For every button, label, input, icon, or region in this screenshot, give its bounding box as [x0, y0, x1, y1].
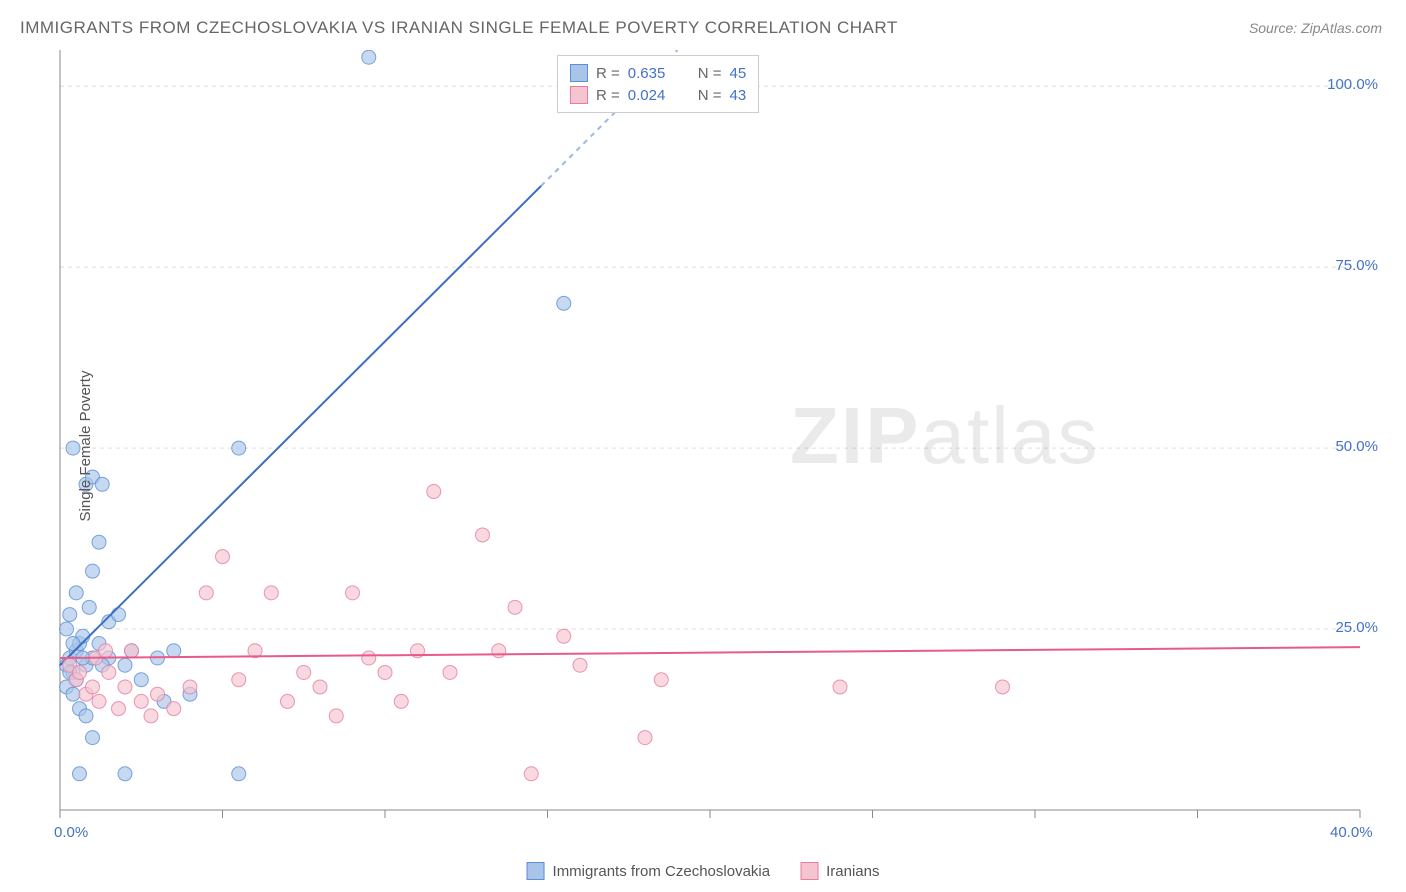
stats-legend-row: R = 0.635 N = 45	[570, 62, 746, 84]
y-axis-label: Single Female Poverty	[77, 371, 94, 522]
series-legend-label: Iranians	[826, 863, 879, 880]
y-tick-label: 50.0%	[1335, 438, 1378, 455]
r-value: 0.635	[628, 65, 678, 82]
legend-swatch	[570, 64, 588, 82]
legend-swatch	[570, 86, 588, 104]
chart-source: Source: ZipAtlas.com	[1249, 20, 1382, 36]
x-tick-label: 40.0%	[1330, 824, 1373, 841]
series-legend-item: Iranians	[800, 862, 879, 880]
y-tick-label: 75.0%	[1335, 257, 1378, 274]
r-value: 0.024	[628, 87, 678, 104]
chart-title: IMMIGRANTS FROM CZECHOSLOVAKIA VS IRANIA…	[20, 18, 898, 38]
n-label: N =	[698, 65, 722, 82]
n-value: 43	[730, 87, 747, 104]
x-tick-label: 0.0%	[54, 824, 88, 841]
y-tick-label: 25.0%	[1335, 619, 1378, 636]
series-legend: Immigrants from Czechoslovakia Iranians	[527, 862, 880, 880]
series-legend-label: Immigrants from Czechoslovakia	[553, 863, 771, 880]
legend-swatch	[800, 862, 818, 880]
r-label: R =	[596, 87, 620, 104]
scatter-chart	[50, 50, 1382, 842]
stats-legend-row: R = 0.024 N = 43	[570, 84, 746, 106]
chart-area: ZIPatlas	[50, 50, 1382, 842]
stats-legend-box: R = 0.635 N = 45 R = 0.024 N = 43	[557, 55, 759, 113]
r-label: R =	[596, 65, 620, 82]
legend-swatch	[527, 862, 545, 880]
n-label: N =	[698, 87, 722, 104]
series-legend-item: Immigrants from Czechoslovakia	[527, 862, 771, 880]
n-value: 45	[730, 65, 747, 82]
y-tick-label: 100.0%	[1327, 76, 1378, 93]
